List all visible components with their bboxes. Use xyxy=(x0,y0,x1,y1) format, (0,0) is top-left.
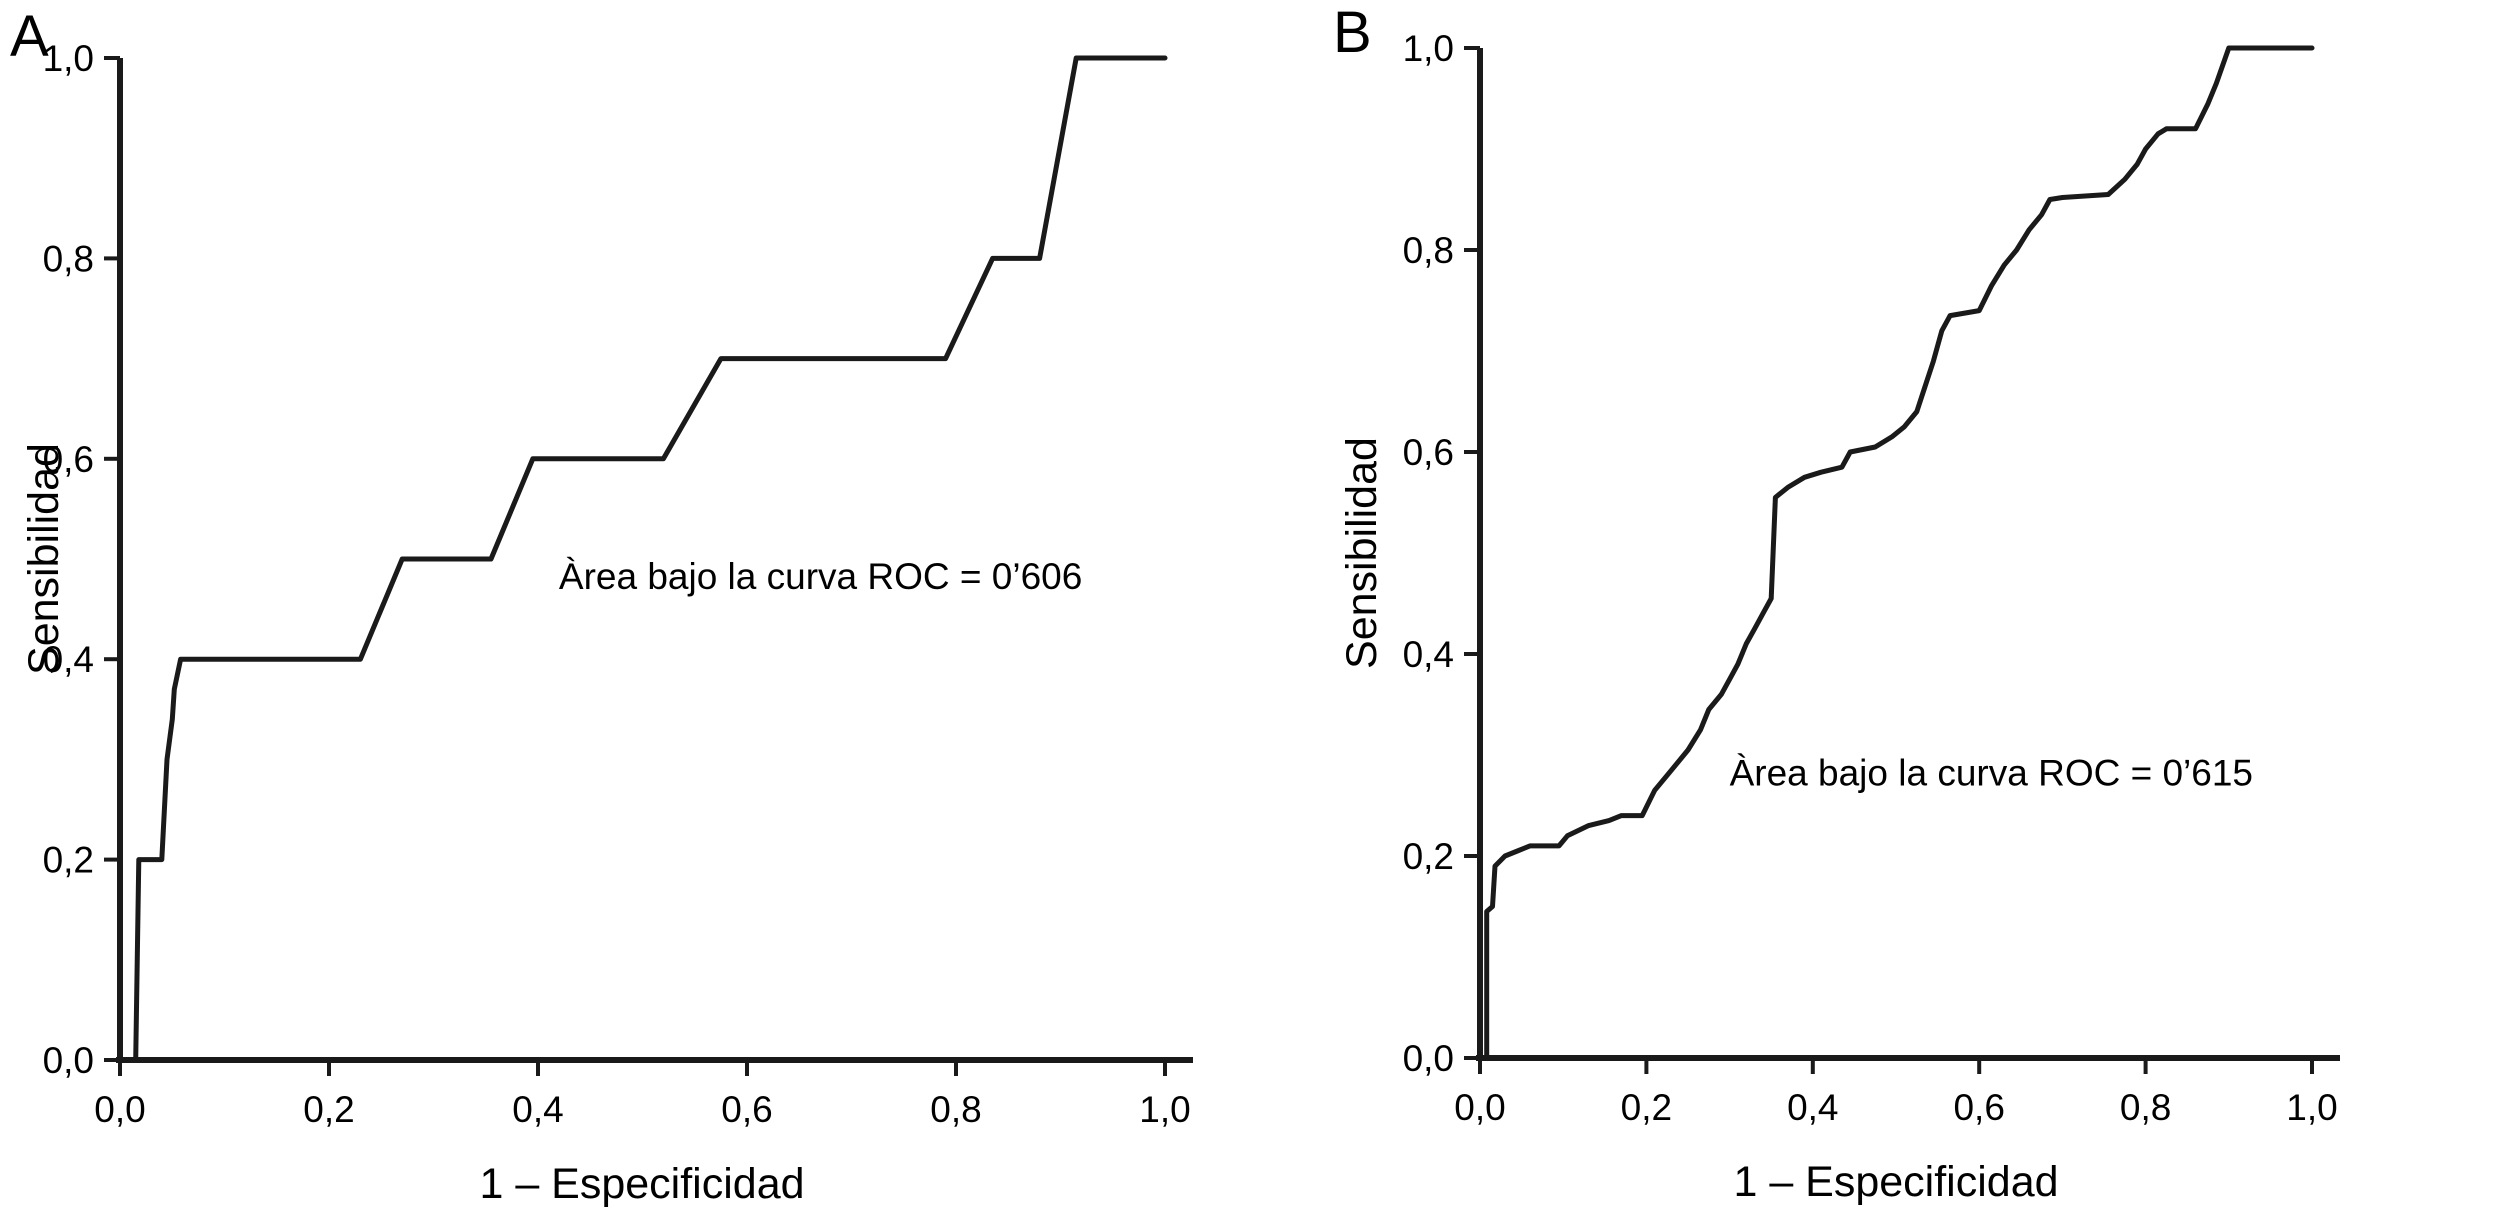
y-axis-title-b: Sensibilidad xyxy=(1338,437,1386,669)
x-tick-label: 1,0 xyxy=(1139,1089,1190,1130)
y-tick-label: 0,0 xyxy=(1403,1038,1454,1079)
x-tick-label: 0,2 xyxy=(1621,1087,1672,1128)
x-tick-label: 0,0 xyxy=(94,1089,145,1130)
x-tick-label: 0,6 xyxy=(1953,1087,2004,1128)
x-tick-label: 0,2 xyxy=(303,1089,354,1130)
y-tick-label: 0,8 xyxy=(43,238,94,279)
roc-panel-a: A 0,0 0,2 0,4 0,6 0,8 1,0 0,0 0,2 0,4 0,6 0,8 1,0 Àr… xyxy=(10,4,1193,1208)
x-axis-title-b: 1 – Especificidad xyxy=(1733,1158,2059,1206)
y-tick-label: 0,2 xyxy=(43,840,94,881)
roc-chart-b: 0,0 0,2 0,4 0,6 0,8 1,0 0,0 0,2 0,4 0,6 0,8 1,0 Àrea… xyxy=(1403,28,2340,1128)
x-tick-label: 0,8 xyxy=(930,1089,981,1130)
x-tick-label: 0,4 xyxy=(512,1089,563,1130)
panel-a-label: A xyxy=(10,4,49,69)
x-tick-label: 0,6 xyxy=(721,1089,772,1130)
y-tick-label: 0,2 xyxy=(1403,836,1454,877)
y-tick-label: 0,6 xyxy=(1403,432,1454,473)
roc-curve xyxy=(117,55,1168,1063)
y-tick-label: 0,8 xyxy=(1403,230,1454,271)
y-tick-label: 1,0 xyxy=(43,38,94,79)
x-tick-label: 1,0 xyxy=(2286,1087,2337,1128)
x-tick-label: 0,8 xyxy=(2120,1087,2171,1128)
panel-b-label: B xyxy=(1333,0,1372,65)
y-tick-label: 1,0 xyxy=(1403,28,1454,69)
y-tick-label: 0,4 xyxy=(1403,634,1454,675)
x-tick-label: 0,4 xyxy=(1787,1087,1838,1128)
y-tick-label: 0,6 xyxy=(43,439,94,480)
auc-annotation: Àrea bajo la curva ROC = 0’606 xyxy=(559,556,1082,597)
x-tick-label: 0,0 xyxy=(1454,1087,1505,1128)
auc-annotation: Àrea bajo la curva ROC = 0’615 xyxy=(1730,752,2253,793)
roc-panel-b: B 0,0 0,2 0,4 0,6 0,8 1,0 0,0 0,2 0,4 0,6 0,8 1,0 Àr… xyxy=(1255,0,2510,1223)
y-axis-title-a: Sensibilidad xyxy=(20,443,68,675)
roc-curve xyxy=(1477,45,2315,1061)
roc-chart-a: 0,0 0,2 0,4 0,6 0,8 1,0 0,0 0,2 0,4 0,6 0,8 1,0 Àrea… xyxy=(43,38,1193,1130)
x-axis-title-a: 1 – Especificidad xyxy=(479,1160,805,1208)
y-tick-label: 0,0 xyxy=(43,1040,94,1081)
y-tick-label: 0,4 xyxy=(43,639,94,680)
